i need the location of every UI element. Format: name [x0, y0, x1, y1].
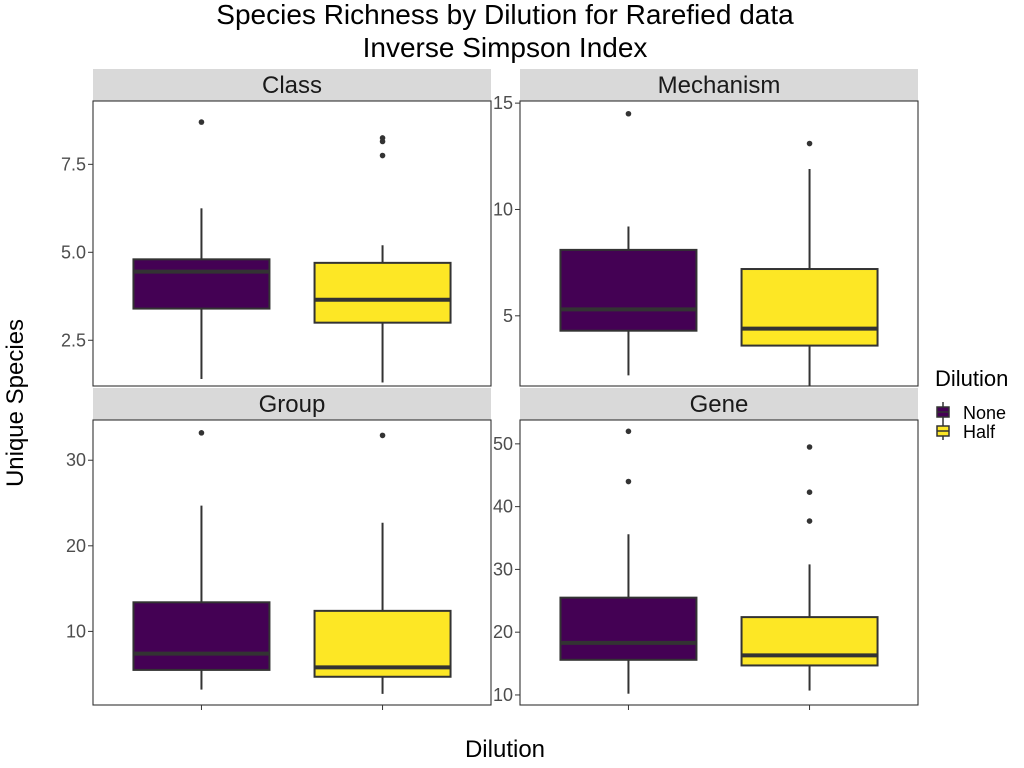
y-tick-label-gene: 30 — [493, 559, 513, 579]
outlier-class-half — [379, 152, 386, 159]
outlier-gene-half — [806, 444, 813, 450]
legend-label-half: Half — [963, 422, 996, 442]
strip-label-class: Class — [262, 72, 322, 99]
y-tick-label-group: 10 — [66, 621, 86, 641]
facet-class: Class 2.5 5.0 7.5 — [61, 69, 492, 387]
legend-label-none: None — [963, 403, 1006, 423]
legend-key-none — [936, 402, 950, 421]
strip-mechanism — [520, 69, 918, 101]
panel-class — [92, 100, 492, 387]
strip-label-mechanism: Mechanism — [658, 72, 781, 99]
strip-class — [93, 69, 491, 101]
outlier-gene-none — [625, 478, 632, 485]
outlier-group-half — [379, 432, 386, 439]
legend-key-half — [936, 421, 950, 440]
y-tick-label-mechanism: 5 — [503, 306, 513, 326]
strip-label-gene: Gene — [690, 391, 749, 418]
y-tick-label-class: 2.5 — [61, 330, 86, 350]
y-tick-label-mechanism: 10 — [493, 199, 513, 219]
box-class-half — [313, 261, 452, 324]
outlier-class-half — [379, 135, 386, 141]
facet-gene: Gene 10 20 30 40 50 — [493, 388, 919, 710]
outlier-mechanism-none — [625, 110, 632, 117]
box-gene-none — [559, 596, 698, 661]
outlier-group-none — [198, 430, 205, 436]
box-gene-half — [740, 616, 879, 667]
strip-gene — [520, 388, 918, 420]
outlier-gene-none — [625, 428, 632, 435]
facet-group: Group 10 20 30 — [66, 388, 492, 710]
y-tick-label-mechanism: 15 — [493, 93, 513, 113]
chart-title-line-2: Inverse Simpson Index — [363, 32, 648, 63]
y-tick-label-group: 30 — [66, 450, 86, 470]
y-tick-label-class: 5.0 — [61, 242, 86, 262]
y-tick-label-group: 20 — [66, 536, 86, 556]
strip-group — [93, 388, 491, 420]
box-mechanism-half — [740, 268, 879, 347]
chart-title-line-1: Species Richness by Dilution for Rarefie… — [216, 0, 794, 30]
facets: Class2.55.07.5Mechanism51015Group102030G… — [61, 69, 919, 710]
outlier-mechanism-half — [806, 140, 813, 147]
y-axis-title: Unique Species — [2, 319, 29, 487]
y-tick-label-gene: 20 — [493, 622, 513, 642]
box-mechanism-none — [559, 248, 698, 332]
facet-mechanism: Mechanism 5 10 15 — [493, 69, 919, 387]
legend-title: Dilution — [935, 366, 1008, 391]
x-axis-title: Dilution — [465, 736, 545, 763]
outlier-gene-half — [806, 518, 813, 524]
y-tick-label-gene: 10 — [493, 685, 513, 705]
box-class-none — [132, 258, 271, 310]
y-tick-label-class: 7.5 — [61, 154, 86, 174]
y-tick-label-gene: 40 — [493, 497, 513, 517]
strip-label-group: Group — [259, 391, 326, 418]
y-tick-label-gene: 50 — [493, 434, 513, 454]
outlier-gene-half — [806, 489, 813, 495]
outlier-class-none — [198, 119, 205, 125]
box-group-none — [132, 601, 271, 671]
